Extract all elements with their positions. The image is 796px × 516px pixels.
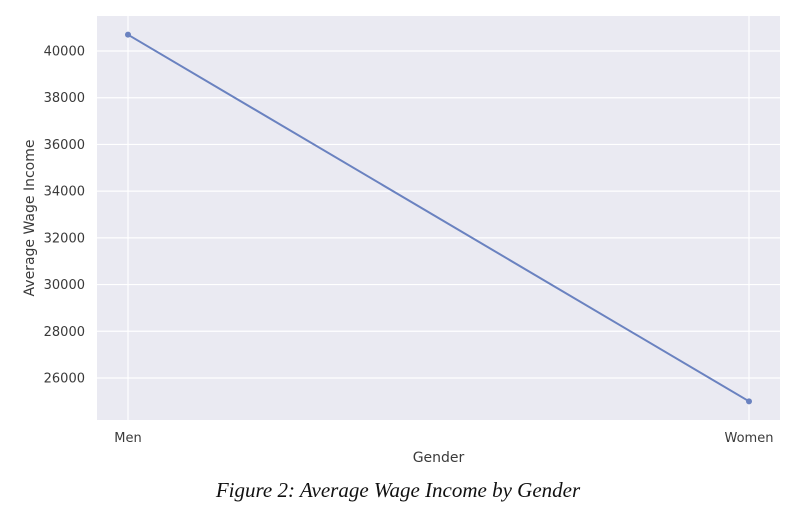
x-axis: Men Women (114, 431, 773, 446)
x-tick-label: Men (114, 431, 141, 446)
y-tick-label: 26000 (44, 371, 85, 386)
y-tick-label: 36000 (44, 138, 85, 153)
y-tick-label: 30000 (44, 278, 85, 293)
figure-caption: Figure 2: Average Wage Income by Gender (215, 478, 581, 502)
y-tick-label: 32000 (44, 231, 85, 246)
line-chart: 26000 28000 30000 32000 34000 36000 38000 40000… (22, 16, 780, 466)
y-tick-label: 38000 (44, 91, 85, 106)
y-tick-label: 40000 (44, 45, 85, 60)
data-point (746, 398, 752, 405)
series-line (127, 33, 750, 403)
y-axis-label: Average Wage Income (22, 140, 38, 297)
y-axis: 26000 28000 30000 32000 34000 36000 38000 40000 (44, 45, 85, 387)
series-layer (125, 31, 752, 405)
x-axis-label: Gender (413, 450, 465, 466)
grid-lines (97, 16, 780, 420)
y-tick-label: 34000 (44, 185, 85, 200)
y-tick-label: 28000 (44, 325, 85, 340)
data-point (125, 31, 131, 38)
x-tick-label: Women (725, 431, 774, 446)
